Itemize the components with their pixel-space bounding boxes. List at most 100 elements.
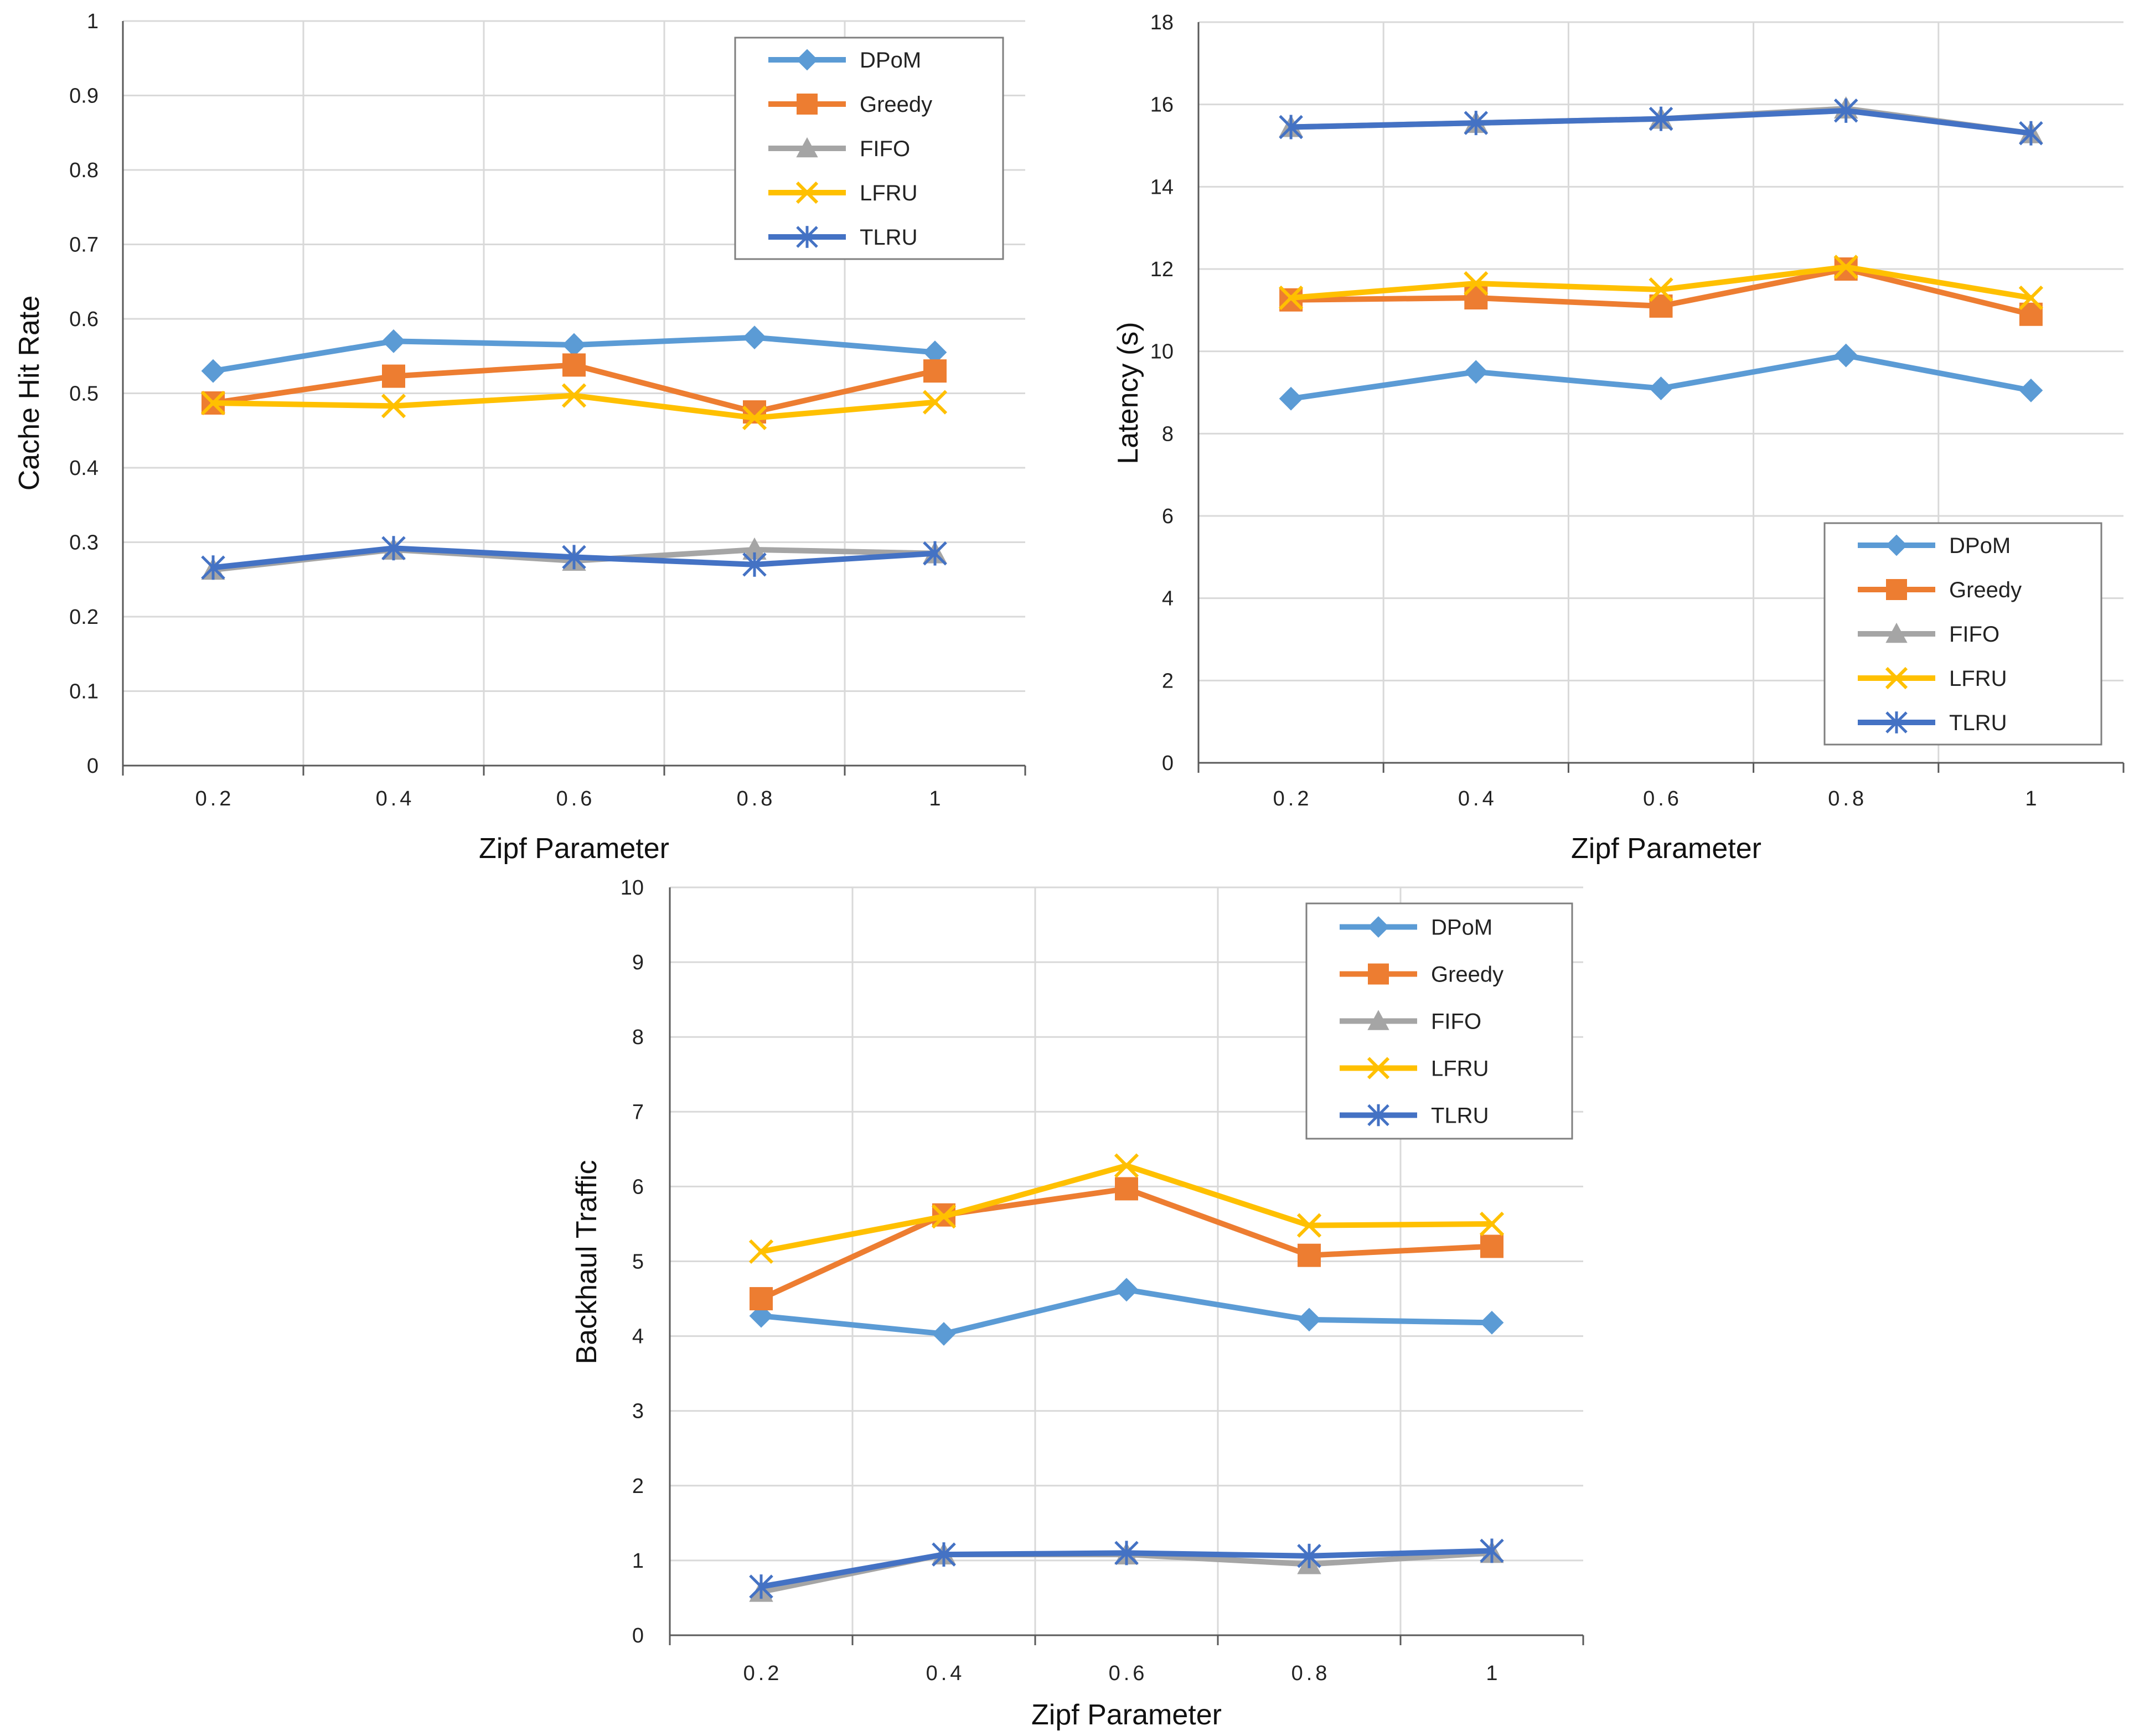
- data-point-dpom: [1480, 1310, 1504, 1335]
- data-point-lfru: [1833, 255, 1858, 280]
- legend-label: LFRU: [1431, 1057, 1489, 1081]
- x-tick-label: 0.4: [376, 787, 415, 810]
- legend-marker: [1368, 963, 1389, 985]
- y-tick-label: 0.8: [69, 159, 99, 182]
- legend-item-lfru: LFRU: [1858, 666, 2007, 691]
- legend-item-greedy: Greedy: [768, 92, 932, 117]
- data-point-greedy: [1298, 1243, 1321, 1267]
- data-point-tlru: [932, 1542, 956, 1567]
- series-lfru: [1278, 255, 2044, 311]
- latency-s-gridlines: [1198, 21, 2123, 764]
- data-point-dpom: [1464, 360, 1488, 384]
- legend-item-fifo: FIFO: [1858, 622, 1999, 647]
- y-tick-label: 10: [621, 876, 644, 900]
- legend-marker: [1885, 534, 1908, 556]
- data-point-tlru: [749, 1574, 773, 1599]
- y-tick-label: 1: [87, 10, 99, 33]
- data-point-tlru: [1480, 1538, 1504, 1563]
- legend-label: FIFO: [1431, 1010, 1481, 1034]
- legend-item-tlru: TLRU: [768, 225, 917, 250]
- y-tick-label: 4: [1162, 587, 1174, 611]
- y-tick-label: 8: [632, 1026, 644, 1049]
- x-tick-label: 0.2: [195, 787, 235, 810]
- data-point-tlru: [381, 536, 406, 561]
- data-point-dpom: [2019, 378, 2043, 402]
- series-dpom: [201, 326, 947, 383]
- data-point-lfru: [922, 390, 948, 415]
- y-tick-label: 0: [87, 755, 99, 778]
- legend-marker: [797, 94, 818, 115]
- latency-s-legend: DPoM Greedy FIFO LFRU TLRU: [1823, 522, 2102, 746]
- series-dpom: [1279, 343, 2043, 411]
- data-point-tlru: [923, 541, 947, 566]
- data-point-dpom: [201, 359, 225, 383]
- y-tick-label: 0.4: [69, 457, 99, 480]
- legend-label: TLRU: [1949, 711, 2007, 735]
- legend-label: FIFO: [1949, 622, 1999, 647]
- cache-hit-rate-legend: DPoM Greedy FIFO LFRU TLRU: [734, 37, 1004, 260]
- series-dpom: [749, 1278, 1504, 1346]
- data-point-lfru: [1464, 271, 1489, 296]
- series-lfru: [200, 383, 948, 431]
- data-point-dpom: [742, 326, 767, 350]
- y-tick-label: 10: [1150, 340, 1174, 364]
- series-tlru: [1279, 98, 2043, 146]
- data-point-greedy: [1480, 1234, 1503, 1258]
- legend-item-greedy: Greedy: [1858, 578, 2022, 602]
- data-point-tlru: [1464, 111, 1489, 136]
- series-line-lfru: [210, 392, 938, 421]
- legend-item-fifo: FIFO: [768, 137, 910, 161]
- y-tick-label: 1: [632, 1549, 644, 1573]
- legend-label: Greedy: [1949, 578, 2022, 602]
- data-point-lfru: [1649, 277, 1673, 302]
- latency-s-y-axis-title: Latency (s): [1112, 322, 1144, 464]
- legend-item-dpom: DPoM: [768, 48, 921, 73]
- data-point-greedy: [923, 359, 947, 383]
- y-tick-label: 0.5: [69, 383, 99, 406]
- y-tick-label: 0.3: [69, 531, 99, 555]
- data-point-tlru: [1279, 115, 1303, 140]
- y-tick-label: 0.1: [69, 680, 99, 704]
- legend-item-lfru: LFRU: [768, 181, 917, 205]
- data-point-dpom: [562, 333, 586, 357]
- legend-item-dpom: DPoM: [1858, 534, 2011, 558]
- y-tick-label: 0.6: [69, 308, 99, 331]
- y-tick-label: 14: [1150, 175, 1174, 199]
- legend-item-tlru: TLRU: [1340, 1104, 1489, 1128]
- legend-label: DPoM: [1949, 534, 2011, 558]
- x-tick-label: 0.6: [1109, 1662, 1148, 1685]
- cache-hit-rate-chart: 0 0.1 0.2 0.3 0.4 0.5 0.6 0.7 0.8 0.9 1 0.2 0.4 0.6 0.…: [13, 10, 1026, 865]
- x-tick-label: 0.8: [737, 787, 776, 810]
- legend-label: Greedy: [1431, 963, 1503, 987]
- data-point-lfru: [1278, 285, 1304, 311]
- data-point-lfru: [931, 1204, 957, 1229]
- latency-s-x-axis-title: Zipf Parameter: [1571, 833, 1761, 865]
- data-point-lfru: [561, 383, 587, 408]
- data-point-lfru: [381, 394, 406, 418]
- legend-label: LFRU: [860, 181, 917, 205]
- x-tick-label: 0.4: [1458, 787, 1497, 810]
- data-point-dpom: [1834, 343, 1858, 368]
- x-tick-label: 0.2: [1273, 787, 1313, 810]
- data-point-lfru: [1479, 1211, 1505, 1237]
- series-tlru: [201, 536, 947, 580]
- data-point-dpom: [1114, 1278, 1139, 1302]
- legend-marker: [1886, 579, 1907, 600]
- legend-label: Greedy: [860, 92, 932, 117]
- legend-item-greedy: Greedy: [1340, 963, 1503, 987]
- data-point-lfru: [742, 405, 767, 431]
- series-tlru: [749, 1538, 1504, 1599]
- data-point-lfru: [1296, 1213, 1322, 1238]
- legend-marker: [1367, 1010, 1389, 1030]
- x-tick-label: 1: [2025, 787, 2040, 810]
- cache-hit-rate-y-axis-title: Cache Hit Rate: [13, 296, 45, 491]
- backhaul-traffic-x-axis-title: Zipf Parameter: [1031, 1699, 1222, 1731]
- x-tick-label: 0.6: [1643, 787, 1682, 810]
- data-point-tlru: [2019, 121, 2043, 146]
- data-point-tlru: [562, 545, 586, 570]
- legend-label: TLRU: [860, 225, 917, 250]
- data-point-dpom: [1649, 376, 1673, 400]
- data-point-tlru: [1833, 98, 1858, 123]
- data-point-lfru: [2018, 285, 2044, 311]
- latency-chart: 0 2 4 6 8 10 12 14 16 18 0.2 0.4 0.6 0.8 1 Zipf Paramet…: [1112, 11, 2125, 865]
